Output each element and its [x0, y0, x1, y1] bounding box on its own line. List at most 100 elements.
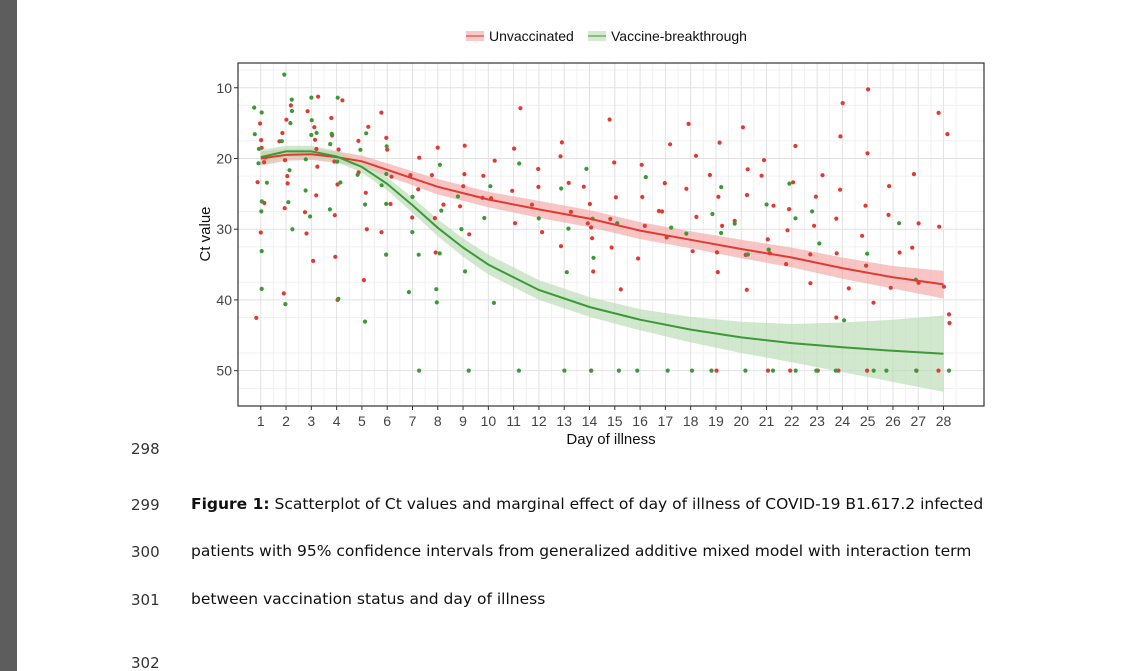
vaccine-point — [308, 214, 313, 219]
vaccine-point — [335, 159, 340, 164]
unvaccinated-point — [288, 103, 293, 108]
unvaccinated-point — [897, 250, 902, 255]
unvaccinated-point — [740, 125, 746, 130]
vaccine-point — [643, 175, 648, 180]
unvaccinated-point — [820, 173, 825, 178]
vaccine-point — [384, 171, 389, 177]
unvaccinated-point — [558, 244, 564, 249]
vaccine-point — [309, 95, 314, 100]
vaccine-point — [616, 368, 622, 373]
unvaccinated-point — [461, 184, 466, 189]
unvaccinated-point — [312, 137, 318, 142]
unvaccinated-point — [284, 117, 289, 122]
unvaccinated-point — [694, 214, 699, 219]
legend-unvaccinated-band — [466, 31, 484, 41]
vaccine-point — [256, 146, 261, 151]
unvaccinated-point — [336, 147, 341, 152]
unvaccinated-point — [911, 172, 917, 177]
unvaccinated-point — [834, 251, 839, 256]
vaccine-point — [303, 157, 308, 162]
vaccine-point — [787, 181, 792, 186]
unvaccinated-point — [589, 225, 594, 230]
unvaccinated-point — [333, 254, 338, 259]
unvaccinated-point — [813, 194, 819, 199]
vaccine-point — [434, 287, 439, 292]
unvaccinated-point — [846, 286, 851, 291]
unvaccinated-point — [946, 312, 952, 317]
vaccine-point — [764, 202, 769, 207]
legend-unvaccinated-label: Unvaccinated — [489, 28, 574, 44]
unvaccinated-point — [591, 269, 596, 274]
plot-border — [237, 62, 985, 407]
unvaccinated-point — [865, 368, 870, 373]
vaccine-point — [363, 202, 368, 207]
unvaccinated-point — [640, 194, 645, 200]
unvaccinated-point — [714, 368, 719, 373]
x-tick-label: 5 — [358, 413, 366, 429]
unvaccinated-point — [441, 202, 446, 207]
vaccine-point — [328, 142, 333, 147]
vaccine-point — [517, 161, 522, 166]
x-tick-label: 23 — [809, 413, 825, 429]
unvaccinated-point — [865, 151, 870, 156]
unvaccinated-point — [581, 184, 586, 189]
vaccine-point — [793, 216, 798, 221]
unvaccinated-point — [714, 250, 720, 255]
unvaccinated-point — [808, 281, 813, 286]
unvaccinated-point — [361, 278, 366, 283]
vaccine-point — [884, 368, 889, 373]
unvaccinated-point — [612, 160, 617, 165]
unvaccinated-point — [262, 160, 267, 165]
caption-text: Scatterplot of Ct values and marginal ef… — [269, 495, 984, 513]
unvaccinated-point — [462, 172, 467, 177]
unvaccinated-point — [518, 106, 523, 111]
vaccine-confidence-band — [260, 145, 944, 392]
vaccine-point — [286, 200, 291, 205]
unvaccinated-point — [808, 252, 813, 257]
vaccine-point — [358, 147, 363, 152]
x-tick-label: 2 — [282, 413, 290, 429]
vaccine-point — [379, 183, 384, 188]
unvaccinated-point — [716, 194, 721, 199]
unvaccinated-point — [639, 162, 644, 167]
vaccine-point — [287, 168, 292, 173]
vaccine-point — [793, 368, 798, 373]
vaccine-point — [439, 208, 444, 213]
unvaccinated-point — [771, 203, 776, 208]
x-axis-ticks: 1 2 3 4 5 6 7 8 9 10 11 12 13 14 15 16 17 18 19 20 21 22 23 24 2… — [257, 406, 952, 429]
vaccine-point — [459, 227, 464, 232]
x-tick-label: 17 — [658, 413, 674, 429]
unvaccinated-point — [258, 121, 263, 126]
vaccine-point — [566, 226, 571, 231]
unvaccinated-point — [311, 258, 316, 263]
fit-lines — [260, 150, 944, 355]
unvaccinated-point — [363, 190, 368, 195]
x-tick-label: 4 — [333, 413, 341, 429]
unvaccinated-point — [745, 167, 750, 172]
vaccine-point — [689, 368, 695, 373]
unvaccinated-fit-line — [260, 153, 944, 286]
unvaccinated-point — [282, 158, 288, 163]
unvaccinated-point — [720, 223, 725, 228]
unvaccinated-point — [744, 192, 750, 198]
vaccine-point — [946, 368, 952, 373]
unvaccinated-point — [759, 173, 764, 178]
vaccine-point — [410, 230, 415, 235]
unvaccinated-point — [945, 132, 950, 137]
unvaccinated-point — [282, 206, 287, 211]
unvaccinated-point — [791, 180, 796, 185]
vaccine-point — [562, 368, 567, 373]
vaccine-point — [364, 131, 369, 136]
unvaccinated-point — [690, 249, 695, 254]
line-number: 300 — [131, 543, 160, 561]
vaccine-point — [338, 180, 343, 185]
unvaccinated-point — [332, 213, 337, 218]
unvaccinated-point — [684, 186, 689, 191]
unvaccinated-point — [662, 181, 667, 186]
vaccine-point — [437, 162, 442, 167]
unvaccinated-point — [608, 216, 613, 222]
unvaccinated-point — [492, 158, 497, 163]
unvaccinated-point — [585, 221, 590, 226]
vaccine-point — [384, 201, 389, 206]
vaccine-point — [491, 300, 496, 305]
